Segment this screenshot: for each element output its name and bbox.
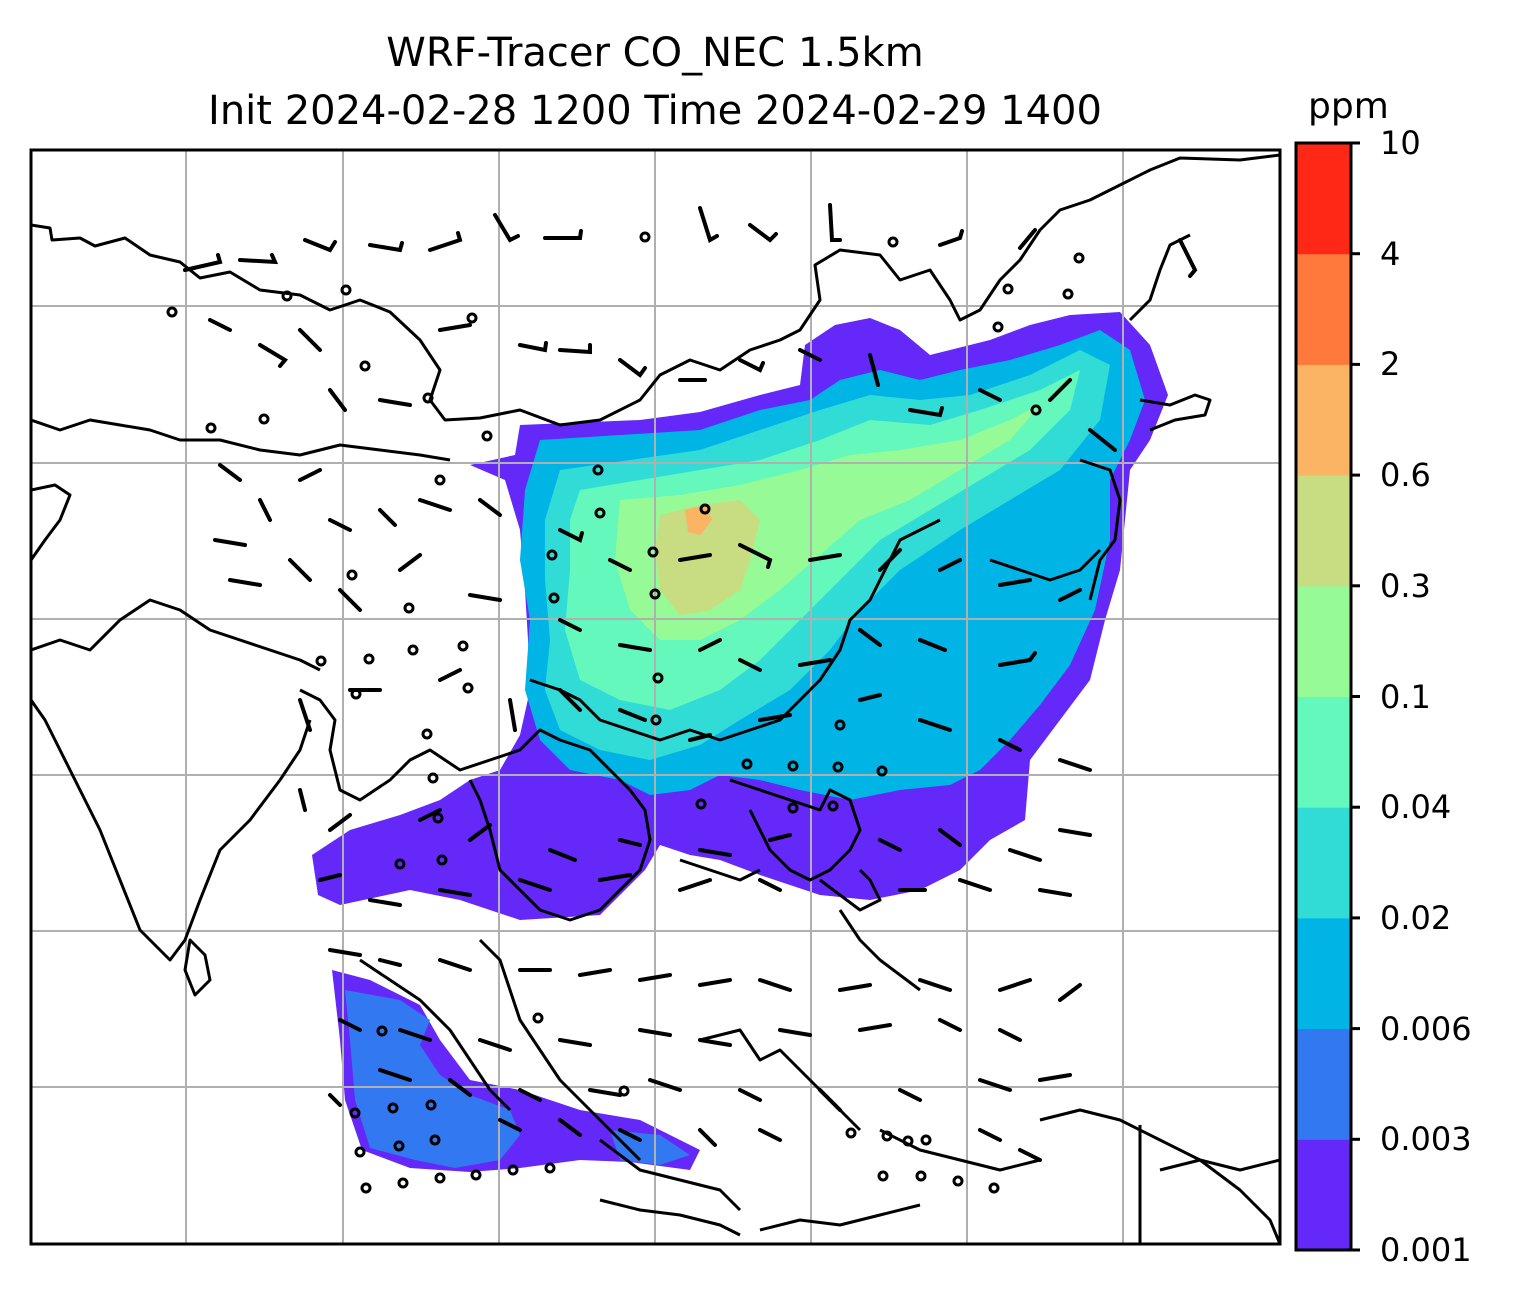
colorbar-tick-label: 2 bbox=[1380, 345, 1401, 384]
colorbar bbox=[1296, 141, 1360, 1252]
map-title-line1: WRF-Tracer CO_NEC 1.5km bbox=[386, 30, 924, 76]
colorbar-tick-label: 10 bbox=[1380, 124, 1421, 162]
colorbar-tick-label: 0.001 bbox=[1380, 1231, 1472, 1269]
colorbar-tick-label: 0.003 bbox=[1380, 1120, 1472, 1159]
colorbar-segment bbox=[1296, 1028, 1351, 1140]
coastlines bbox=[31, 153, 1280, 1244]
colorbar-tick-label: 0.02 bbox=[1380, 898, 1452, 937]
colorbar-segment bbox=[1296, 143, 1351, 255]
wind-barbs bbox=[183, 203, 1198, 1162]
colorbar-tick-label: 4 bbox=[1380, 234, 1401, 273]
colorbar-segment bbox=[1296, 475, 1351, 587]
concentration-field bbox=[312, 312, 1168, 1172]
colorbar-unit: ppm bbox=[1308, 86, 1389, 127]
colorbar-segment bbox=[1296, 1139, 1351, 1251]
field-level-1b bbox=[610, 1130, 690, 1165]
colorbar-segment bbox=[1296, 807, 1351, 919]
map-frame bbox=[29, 148, 1282, 1246]
colorbar-segment bbox=[1296, 364, 1351, 476]
colorbar-segment bbox=[1296, 253, 1351, 365]
colorbar-tick-label: 0.1 bbox=[1380, 677, 1431, 716]
colorbar-segment bbox=[1296, 917, 1351, 1030]
field-level-6 bbox=[655, 500, 760, 615]
calm-wind-markers bbox=[166, 231, 1085, 1194]
colorbar-frame bbox=[1294, 141, 1353, 1252]
field-level-1 bbox=[345, 990, 520, 1168]
map-title-line2: Init 2024-02-28 1200 Time 2024-02-29 140… bbox=[208, 88, 1102, 134]
colorbar-tick-label: 0.6 bbox=[1380, 456, 1431, 495]
colorbar-segment bbox=[1296, 585, 1351, 697]
colorbar-tick-label: 0.006 bbox=[1380, 1009, 1472, 1048]
colorbar-segment bbox=[1296, 696, 1351, 808]
gridlines bbox=[31, 150, 1280, 1244]
colorbar-tick-label: 0.3 bbox=[1380, 566, 1431, 605]
colorbar-tick-label: 0.04 bbox=[1380, 788, 1452, 827]
